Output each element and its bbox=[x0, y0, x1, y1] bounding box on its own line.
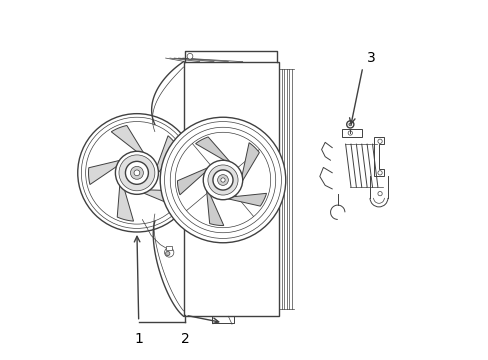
Polygon shape bbox=[153, 136, 179, 179]
Circle shape bbox=[134, 170, 140, 176]
Polygon shape bbox=[206, 186, 224, 225]
Polygon shape bbox=[195, 137, 232, 165]
Circle shape bbox=[125, 161, 148, 184]
Polygon shape bbox=[111, 126, 147, 159]
Circle shape bbox=[217, 175, 228, 185]
Circle shape bbox=[212, 170, 233, 190]
Circle shape bbox=[221, 178, 224, 182]
Bar bbox=[341, 129, 362, 137]
Polygon shape bbox=[117, 177, 133, 221]
Circle shape bbox=[160, 117, 285, 243]
Circle shape bbox=[115, 151, 158, 194]
Circle shape bbox=[203, 160, 242, 200]
Circle shape bbox=[207, 165, 238, 195]
Circle shape bbox=[348, 123, 351, 126]
Circle shape bbox=[164, 248, 174, 257]
Circle shape bbox=[165, 251, 169, 256]
Polygon shape bbox=[373, 137, 384, 176]
Polygon shape bbox=[224, 193, 266, 206]
Circle shape bbox=[78, 114, 196, 232]
Polygon shape bbox=[88, 158, 127, 185]
Polygon shape bbox=[240, 143, 259, 185]
Text: 2: 2 bbox=[181, 332, 189, 346]
Circle shape bbox=[187, 53, 192, 59]
Polygon shape bbox=[177, 166, 211, 195]
FancyBboxPatch shape bbox=[165, 246, 172, 250]
Circle shape bbox=[119, 155, 155, 191]
Bar bbox=[183, 62, 278, 316]
Text: 3: 3 bbox=[366, 51, 375, 65]
Circle shape bbox=[346, 121, 353, 128]
Polygon shape bbox=[136, 190, 182, 205]
Text: 1: 1 bbox=[134, 332, 143, 346]
Circle shape bbox=[130, 166, 143, 179]
